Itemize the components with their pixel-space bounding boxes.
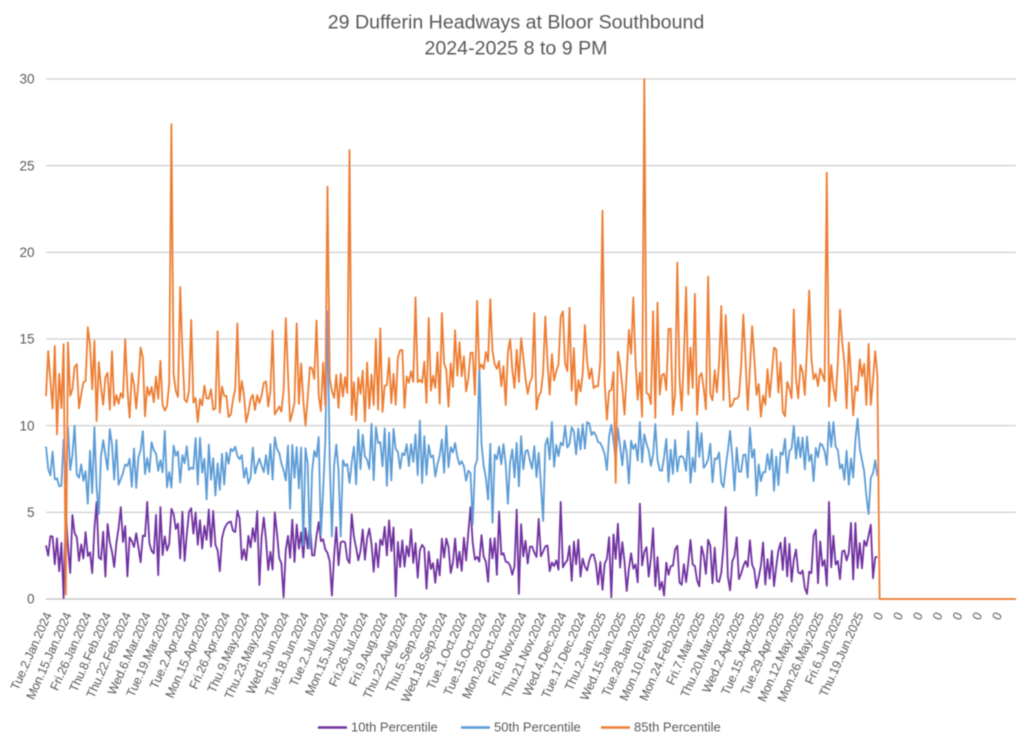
svg-text:25: 25: [19, 158, 34, 173]
svg-text:0: 0: [27, 592, 35, 607]
svg-text:30: 30: [19, 72, 34, 87]
svg-text:2024-2025 8 to 9 PM: 2024-2025 8 to 9 PM: [424, 38, 607, 60]
svg-text:5: 5: [27, 505, 35, 520]
svg-text:29 Dufferin Headways at Bloor: 29 Dufferin Headways at Bloor Southbound: [328, 12, 705, 34]
svg-text:50th Percentile: 50th Percentile: [494, 720, 581, 735]
svg-text:85th Percentile: 85th Percentile: [634, 720, 721, 735]
svg-text:15: 15: [19, 332, 34, 347]
svg-text:10th Percentile: 10th Percentile: [351, 720, 438, 735]
svg-text:20: 20: [19, 245, 34, 260]
svg-text:10: 10: [19, 418, 34, 433]
